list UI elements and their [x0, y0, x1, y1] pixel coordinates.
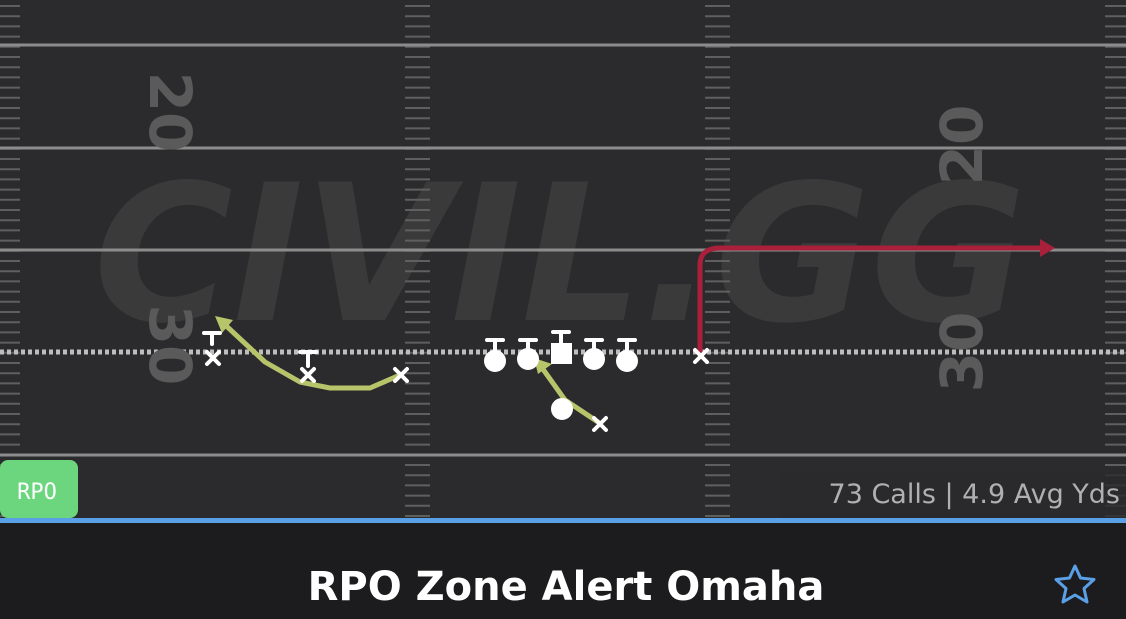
arrowhead: [215, 316, 233, 333]
favorite-star[interactable]: [1054, 564, 1096, 604]
field: [0, 0, 1126, 518]
yard-number: 20: [136, 72, 204, 153]
receivers: [205, 348, 709, 432]
center: [551, 343, 572, 364]
yard-number: 20: [928, 105, 996, 186]
badge-text: RPO: [17, 480, 57, 505]
lineman: [616, 350, 638, 372]
stats: 73 Calls | 4.9 Avg Yds: [829, 479, 1120, 510]
defender: [298, 350, 318, 368]
play-title: RPO Zone Alert Omaha: [308, 564, 825, 610]
footer: [0, 523, 1126, 619]
players: [202, 330, 709, 432]
yard-number: 30: [928, 312, 996, 393]
lineman: [484, 350, 506, 372]
arrowhead: [1040, 239, 1055, 257]
route: [219, 319, 403, 391]
stats-bg: [780, 472, 1126, 518]
yard-number: 30: [136, 305, 204, 386]
defenders: [485, 330, 637, 354]
divider: [0, 518, 1126, 523]
route: [697, 245, 1048, 358]
lineman: [583, 348, 605, 370]
watermark: CIVIL.GG: [93, 144, 1026, 365]
running-back: [551, 398, 573, 420]
badge: [0, 460, 78, 518]
defender: [202, 331, 222, 346]
lineman: [517, 348, 539, 370]
hash-marks: [0, 5, 1126, 517]
